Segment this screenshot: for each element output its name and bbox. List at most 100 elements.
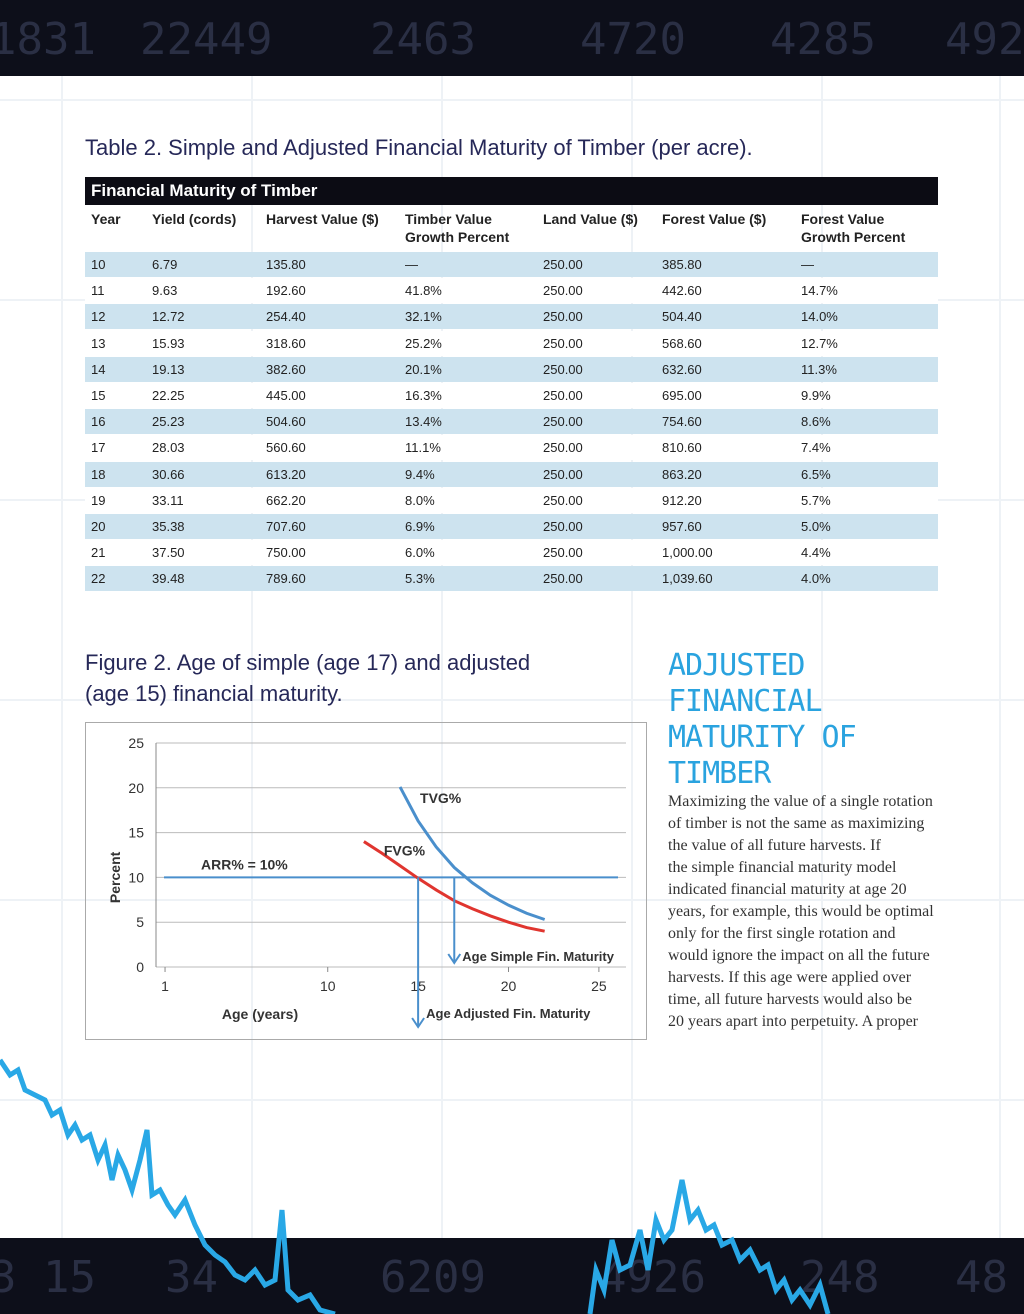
table-cell: 192.60 — [266, 283, 306, 299]
y-tick-label: 20 — [128, 780, 144, 796]
table-cell: 14.7% — [801, 283, 838, 299]
article-line: harvests. If this age were applied over — [668, 969, 912, 986]
table-row: 17 28.03 560.60 11.1% 250.00 810.60 7.4% — [85, 435, 938, 461]
top-banner: 1831 22449 2463 4720 4285 492 — [0, 0, 1024, 76]
table-cell: 250.00 — [543, 571, 583, 587]
article-line: the value of all future harvests. If — [668, 837, 881, 854]
banner-number: 2463 — [370, 14, 476, 65]
table-row: 13 15.93 318.60 25.2% 250.00 568.60 12.7% — [85, 330, 938, 356]
article-line: years, for example, this would be optima… — [668, 903, 934, 920]
table-cell: 318.60 — [266, 335, 306, 351]
series-line — [398, 786, 546, 921]
table-cell: 20 — [91, 519, 106, 534]
table-cell: 39.48 — [152, 571, 185, 587]
table-cell: 37.50 — [152, 545, 185, 561]
table-cell: 12.7% — [801, 335, 838, 351]
table-cell: 6.79 — [152, 257, 178, 272]
table-cell: 19 — [91, 492, 106, 508]
chart: 0510152025110152025Age (years)PercentARR… — [85, 722, 647, 1040]
series-label: TVG% — [420, 790, 462, 806]
table-cell: 662.20 — [266, 492, 306, 508]
figure-title: Figure 2. Age of simple (age 17) and adj… — [85, 650, 531, 706]
column-header: Year — [91, 211, 121, 227]
table-cell: 250.00 — [543, 466, 583, 482]
reference-label: ARR% = 10% — [201, 856, 288, 872]
table-cell: 250.00 — [543, 492, 583, 508]
article-line: time, all future harvests would also be — [668, 991, 912, 1008]
arrow-head — [411, 1017, 425, 1029]
table-cell: 14.0% — [801, 309, 838, 325]
column-header: Forest Value ($) — [662, 211, 767, 227]
table-cell: 6.5% — [801, 466, 831, 482]
column-header: Land Value ($) — [543, 211, 638, 227]
table-cell: 442.60 — [662, 283, 702, 299]
decorative-line — [0, 1058, 831, 1314]
banner-number: 1831 — [0, 14, 96, 65]
table-cell: 5.0% — [801, 519, 831, 534]
table-row: 11 9.63 192.60 41.8% 250.00 442.60 14.7% — [85, 278, 938, 304]
article-heading: ADJUSTED FINANCIAL MATURITY OF TIMBER — [668, 648, 857, 791]
table-cell: 695.00 — [662, 388, 702, 403]
y-tick-label: 10 — [128, 869, 144, 885]
table-cell: 12.72 — [152, 309, 185, 325]
banner-number: 3 15 — [0, 1252, 96, 1303]
x-tick-label: 10 — [320, 978, 336, 994]
table-cell: 810.60 — [662, 440, 702, 456]
y-axis-label: Percent — [107, 851, 123, 903]
table-cell: 5.3% — [405, 571, 435, 587]
annotation-label: Age Simple Fin. Maturity — [462, 949, 614, 964]
banner-number: 22449 — [140, 14, 273, 65]
table-cell: 9.63 — [152, 283, 178, 299]
table-cell: 8.0% — [405, 492, 435, 508]
table-row: 16 25.23 504.60 13.4% 250.00 754.60 8.6% — [85, 409, 938, 435]
table-row: 22 39.48 789.60 5.3% 250.00 1,039.60 4.0% — [85, 566, 938, 592]
table-cell: 15 — [91, 388, 106, 403]
table-row: 18 30.66 613.20 9.4% 250.00 863.20 6.5% — [85, 461, 938, 487]
article-line: the simple financial maturity model — [668, 859, 897, 876]
banner-number: 492 — [945, 14, 1024, 65]
table-cell: 504.40 — [662, 309, 702, 325]
table-cell: — — [801, 257, 814, 272]
table-cell: 14 — [91, 361, 106, 377]
table-cell: 10 — [91, 257, 106, 272]
table-cell: 33.11 — [152, 492, 184, 508]
annotation-label: Age Adjusted Fin. Maturity — [426, 1006, 591, 1021]
table-cell: 13.4% — [405, 414, 442, 430]
table-cell: 8.6% — [801, 414, 831, 430]
table-cell: 250.00 — [543, 545, 583, 561]
table-cell: 21 — [91, 545, 106, 561]
table-cell: 250.00 — [543, 440, 583, 456]
table-caption-bar: Financial Maturity of Timber — [85, 177, 938, 205]
table-cell: 11 — [91, 283, 105, 299]
column-header: Forest Value Growth Percent — [801, 211, 906, 245]
banner-number: 48 — [955, 1252, 1008, 1303]
table-cell: — — [405, 257, 418, 272]
series-label: FVG% — [384, 843, 426, 859]
x-tick-label: 20 — [501, 978, 517, 994]
table-cell: 13 — [91, 335, 106, 351]
table-cell: 250.00 — [543, 519, 583, 534]
banner-number: 6209 — [380, 1252, 486, 1303]
table-row: 15 22.25 445.00 16.3% 250.00 695.00 9.9% — [85, 383, 938, 408]
column-header: Harvest Value ($) — [266, 211, 379, 227]
table-cell: 1,000.00 — [662, 545, 713, 561]
table-cell: 7.4% — [801, 440, 831, 456]
table-cell: 17 — [91, 440, 106, 456]
article-line: only for the first single rotation and — [668, 925, 896, 942]
table-cell: 16.3% — [405, 388, 442, 403]
table-cell: 11.1% — [405, 440, 441, 456]
banner-number: 4720 — [580, 14, 686, 65]
article-line: would ignore the impact on all the futur… — [668, 947, 930, 964]
table-title: Table 2. Simple and Adjusted Financial M… — [85, 135, 753, 160]
table-cell: 382.60 — [266, 361, 306, 377]
table-cell: 12 — [91, 309, 106, 325]
table-cell: 32.1% — [405, 309, 442, 325]
y-tick-label: 25 — [128, 735, 144, 751]
table-cell: 28.03 — [152, 440, 185, 456]
table-cell: 4.4% — [801, 545, 831, 561]
table-cell: 4.0% — [801, 571, 831, 587]
table-cell: 250.00 — [543, 257, 583, 272]
x-axis-label: Age (years) — [222, 1006, 298, 1022]
bottom-banner: 3 15 34 6209 4926 248 48 — [0, 1238, 1024, 1314]
